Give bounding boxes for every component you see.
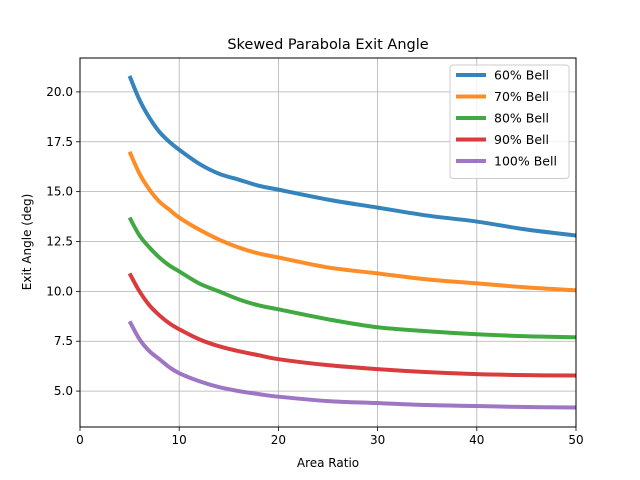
series-line-5 bbox=[127, 320, 577, 410]
grid bbox=[79, 58, 577, 427]
y-axis-label: Exit Angle (deg) bbox=[20, 194, 34, 290]
y-tick-label: 10.0 bbox=[46, 284, 73, 298]
x-axis-label: Area Ratio bbox=[297, 456, 359, 470]
legend-label: 90% Bell bbox=[494, 132, 549, 147]
series-line-2 bbox=[127, 150, 577, 293]
legend-label: 100% Bell bbox=[494, 154, 557, 169]
y-tick-label: 20.0 bbox=[46, 85, 73, 99]
series-line-4 bbox=[127, 272, 577, 378]
y-tick-label: 15.0 bbox=[46, 185, 73, 199]
legend-label: 80% Bell bbox=[494, 111, 549, 126]
x-tick-label: 30 bbox=[370, 433, 385, 447]
x-tick-label: 50 bbox=[568, 433, 583, 447]
series-line-3 bbox=[127, 216, 577, 340]
x-tick-label: 20 bbox=[271, 433, 286, 447]
x-tick-label: 10 bbox=[172, 433, 187, 447]
series-line-1 bbox=[127, 75, 577, 238]
x-tick-label: 0 bbox=[76, 433, 84, 447]
x-tick-label: 40 bbox=[469, 433, 484, 447]
legend: 60% Bell 70% Bell 80% Bell 90% Bell 100% Bel… bbox=[449, 64, 570, 179]
plot-frame bbox=[79, 57, 577, 428]
legend-label: 70% Bell bbox=[494, 89, 549, 104]
legend-box bbox=[449, 64, 570, 179]
y-tick-label: 12.5 bbox=[46, 235, 73, 249]
chart-title: Skewed Parabola Exit Angle bbox=[227, 37, 428, 53]
y-tick-label: 17.5 bbox=[46, 135, 73, 149]
y-tick-label: 5.0 bbox=[54, 384, 73, 398]
series-lines bbox=[127, 75, 577, 410]
legend-label: 60% Bell bbox=[494, 68, 549, 83]
axis-ticks: 0 10 20 30 40 50 5.0 7.5 10.0 12.5 15.0 17.5 20.0 bbox=[46, 85, 583, 447]
y-tick-label: 7.5 bbox=[54, 334, 73, 348]
